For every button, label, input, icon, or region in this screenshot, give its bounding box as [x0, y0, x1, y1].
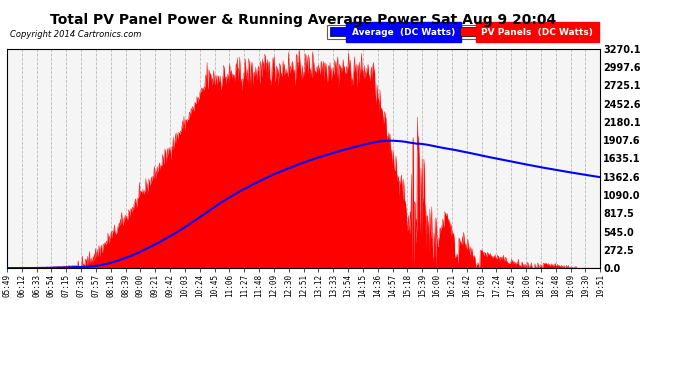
Text: Total PV Panel Power & Running Average Power Sat Aug 9 20:04: Total PV Panel Power & Running Average P… — [50, 13, 557, 27]
Text: Copyright 2014 Cartronics.com: Copyright 2014 Cartronics.com — [10, 30, 141, 39]
Legend: Average  (DC Watts), PV Panels  (DC Watts): Average (DC Watts), PV Panels (DC Watts) — [327, 25, 595, 39]
